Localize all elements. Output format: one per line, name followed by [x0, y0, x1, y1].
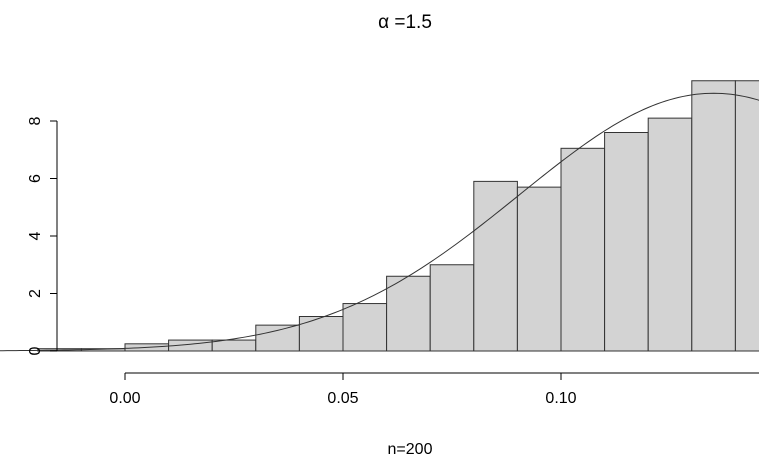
- y-tick-label: 6: [27, 174, 44, 183]
- histogram-bar: [298, 316, 344, 352]
- chart-title: α =1.5: [378, 12, 432, 33]
- y-tick-label: 0: [27, 346, 44, 355]
- histogram-bar: [560, 147, 606, 352]
- x-tick-label: 0.00: [109, 390, 140, 407]
- y-tick-label: 4: [27, 231, 44, 240]
- y-axis: 0 2 4 6 8: [27, 116, 58, 355]
- histogram-bar: [691, 80, 736, 352]
- y-tick-label: 8: [27, 116, 44, 125]
- histogram-bars: [37, 80, 759, 352]
- histogram-bar: [211, 339, 257, 352]
- histogram-bar: [473, 180, 518, 352]
- x-axis-label: n=200: [388, 441, 433, 458]
- histogram-bar: [429, 264, 475, 352]
- histogram-bar: [386, 275, 431, 352]
- histogram-bar: [647, 117, 693, 352]
- x-tick-label: 0.10: [545, 390, 576, 407]
- x-axis: 0.000.050.100.150.200.25: [109, 372, 759, 407]
- histogram-bar: [516, 186, 562, 352]
- density-curve: [0, 92, 759, 352]
- histogram-bar: [342, 303, 388, 352]
- histogram-bar: [604, 132, 649, 352]
- histogram-bar: [734, 80, 759, 352]
- x-tick-label: 0.05: [327, 390, 358, 407]
- histogram-bar: [255, 324, 300, 352]
- y-tick-label: 2: [27, 289, 44, 298]
